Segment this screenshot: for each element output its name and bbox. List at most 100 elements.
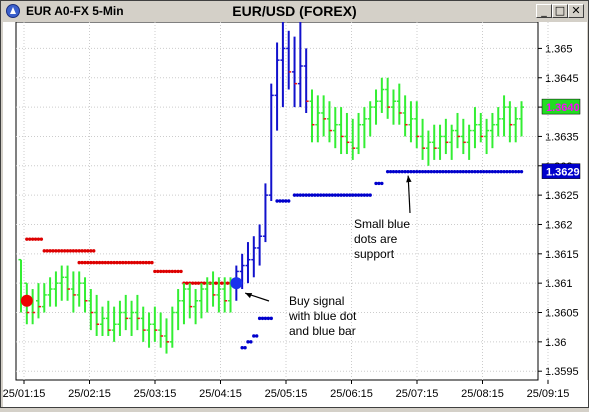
support-dot	[400, 169, 404, 174]
plot-frame	[15, 21, 539, 381]
price-bar	[216, 277, 222, 313]
price-bar	[396, 83, 402, 125]
close-button[interactable]: ✕	[568, 4, 584, 18]
support-dot	[324, 193, 329, 197]
resistance-dot	[77, 260, 81, 265]
price-bar	[501, 95, 507, 137]
price-bar	[105, 300, 111, 336]
price-bar	[321, 95, 327, 137]
support-dot	[458, 169, 463, 174]
support-dot	[505, 169, 509, 174]
resistance-dot	[89, 260, 93, 265]
price-bar	[280, 19, 286, 108]
resistance-dot	[141, 260, 145, 265]
resistance-dot	[190, 281, 195, 285]
support-dot	[429, 169, 433, 174]
price-bar	[41, 283, 47, 313]
support-dot	[447, 169, 451, 174]
price-bar	[70, 271, 76, 313]
support-dot	[385, 169, 390, 174]
minimize-button[interactable]: _	[536, 4, 552, 18]
price-bar	[204, 277, 210, 313]
support-dot	[397, 169, 401, 174]
price-bar	[373, 89, 379, 125]
price-bar	[437, 124, 443, 160]
support-dot	[487, 169, 492, 174]
support-dot	[275, 199, 279, 203]
y-tick-label: 1.361	[545, 278, 573, 290]
price-bar	[425, 130, 431, 166]
support-dot	[406, 169, 410, 174]
x-tick-label: 25/06:15	[330, 388, 373, 400]
support-dot	[464, 169, 468, 174]
price-bar	[117, 300, 123, 336]
support-dot	[444, 169, 448, 174]
y-tick-label: 1.3645	[545, 73, 579, 85]
support-dot	[301, 193, 305, 197]
price-bar	[286, 30, 292, 90]
price-bar	[408, 101, 414, 143]
resistance-dot	[150, 260, 154, 265]
price-bar	[379, 77, 385, 113]
price-bar	[134, 294, 140, 331]
resistance-dot	[86, 249, 90, 253]
price-label: 1.3640	[541, 98, 581, 115]
price-bar	[175, 289, 181, 331]
maximize-button[interactable]: □	[552, 4, 568, 18]
price-bar	[152, 306, 158, 342]
support-dot	[333, 193, 337, 197]
support-dot	[420, 169, 425, 174]
price-bar	[309, 89, 315, 143]
annotation-arrow-head	[406, 175, 412, 183]
x-tick-label: 25/09:15	[527, 388, 570, 400]
support-dot	[252, 334, 256, 338]
resistance-dot	[126, 260, 131, 265]
price-bar	[53, 271, 59, 307]
support-dot	[304, 193, 308, 197]
support-dot	[263, 316, 268, 321]
resistance-dot	[179, 269, 183, 274]
price-bar	[402, 95, 408, 137]
x-tick-label: 25/07:15	[396, 388, 439, 400]
support-dot	[394, 169, 399, 174]
resistance-dot	[124, 260, 128, 265]
price-bar	[460, 118, 466, 155]
x-axis-panel	[3, 380, 588, 407]
price-bar	[222, 277, 228, 313]
annotation-text: dots are	[354, 232, 398, 246]
resistance-dot	[196, 281, 201, 285]
support-dot	[348, 193, 352, 197]
support-dot	[321, 193, 326, 197]
support-dot	[292, 193, 297, 197]
price-bar	[245, 242, 251, 284]
resistance-dot	[109, 260, 113, 265]
price-chart[interactable]: 1.3595 1.36 1.3605 1.361 1.3615 1.362 1.3625 1.…	[3, 19, 588, 407]
resistance-dot	[92, 249, 96, 253]
resistance-dot	[164, 269, 169, 274]
resistance-dot	[89, 249, 93, 253]
support-dot	[257, 316, 262, 321]
support-dot	[481, 169, 486, 174]
support-dot	[412, 169, 416, 174]
price-bar	[519, 101, 525, 137]
support-dot	[269, 316, 273, 321]
price-bar	[94, 294, 100, 336]
resistance-dot	[225, 281, 230, 285]
resistance-dot	[65, 249, 70, 253]
title-bar[interactable]: EUR A0-FX 5-Min EUR/USD (FOREX) _ □ ✕	[2, 2, 587, 21]
price-bar	[466, 124, 472, 160]
support-dot	[490, 169, 495, 174]
resistance-dot	[80, 260, 84, 265]
resistance-dot	[74, 249, 78, 253]
support-dot	[281, 199, 285, 203]
support-dot	[287, 199, 291, 203]
support-dot	[374, 181, 378, 186]
support-dot	[345, 193, 349, 197]
support-dot	[327, 193, 332, 197]
support-dot	[356, 193, 361, 197]
price-bar	[251, 236, 257, 278]
price-bar	[111, 306, 117, 342]
resistance-dot	[118, 260, 122, 265]
price-bar	[169, 306, 175, 348]
annotation-text: with blue dot	[288, 309, 357, 323]
